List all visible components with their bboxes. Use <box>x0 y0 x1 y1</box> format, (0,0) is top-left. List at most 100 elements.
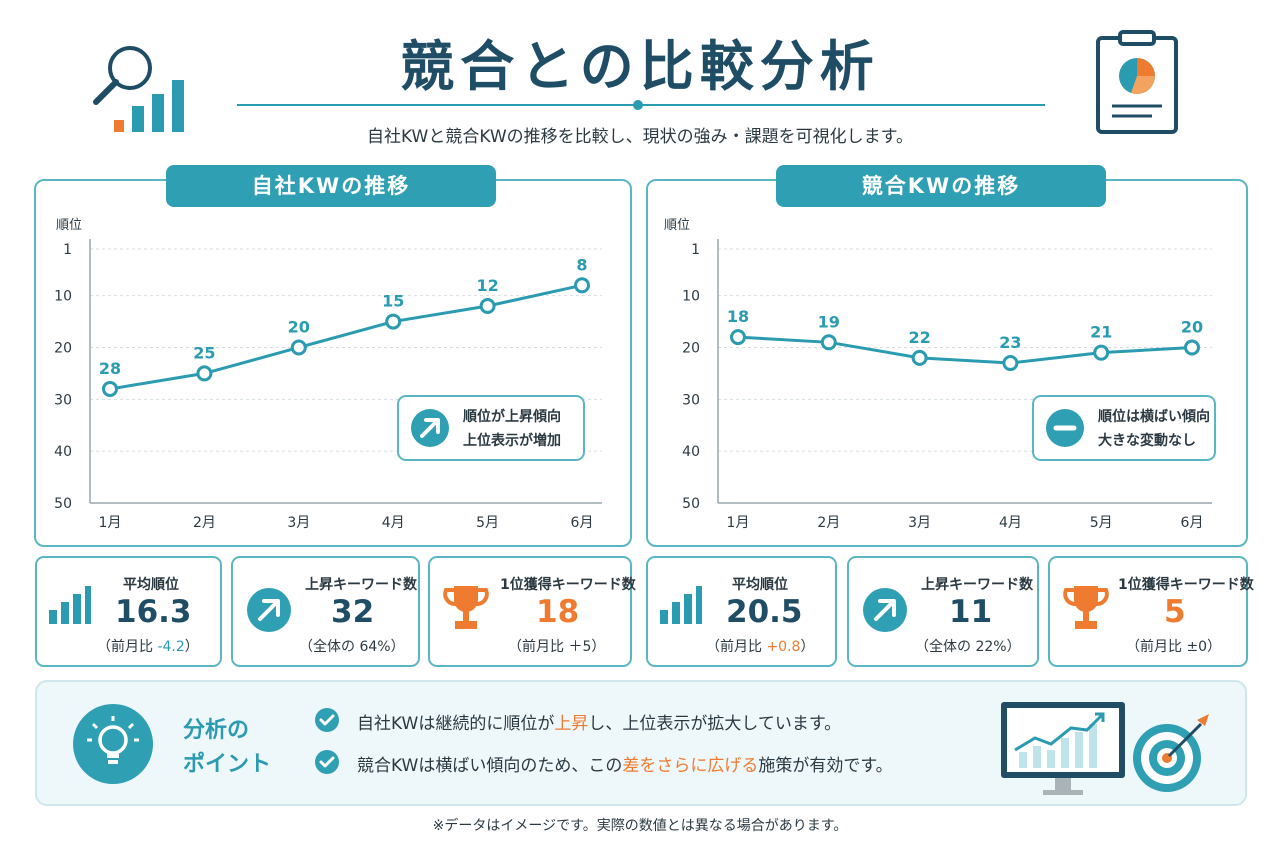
competitor-data-point <box>911 349 928 366</box>
own-kw-chart-title: 自社KWの推移 <box>166 165 496 207</box>
own-y-tick-label: 20 <box>54 340 72 356</box>
footnote: ※データはイメージです。実際の数値とは異なる場合があります。 <box>432 818 848 834</box>
competitor-rising-kw-value: 11 <box>949 594 993 630</box>
own-data-label: 8 <box>576 255 587 274</box>
competitor-kw-trend-note-line1: 順位は横ばい傾向 <box>1098 409 1210 425</box>
own-avg-rank-change: （前月比 -4.2） <box>97 639 199 655</box>
competitor-data-label: 19 <box>818 312 840 331</box>
own-first-place-kw-value: 18 <box>536 594 580 630</box>
page-subtitle: 自社KWと競合KWの推移を比較し、現状の強み・課題を可視化します。 <box>366 127 913 147</box>
own-data-point <box>385 313 402 330</box>
own-data-point <box>574 277 590 294</box>
competitor-y-tick-label: 50 <box>682 496 700 512</box>
own-data-point <box>479 298 496 315</box>
trophy-icon <box>443 586 489 629</box>
competitor-x-tick-label: 6月 <box>1181 515 1204 531</box>
own-x-tick-label: 4月 <box>382 515 405 531</box>
competitor-data-label: 22 <box>908 328 930 347</box>
analysis-points-panel: 分析の ポイント 自社KWは継続的に順位が上昇し、上位表示が拡大しています。 競… <box>35 680 1247 806</box>
arrow-up-right-icon <box>863 588 907 632</box>
competitor-first-place-kw-change: （前月比 ±0） <box>1126 639 1222 655</box>
competitor-avg-rank-change: （前月比 +0.8） <box>706 639 815 655</box>
own-kw-trend-note-line2: 上位表示が増加 <box>463 433 561 449</box>
own-first-place-kw-change: （前月比 ＋5） <box>508 639 606 655</box>
analysis-heading-line1: 分析の <box>183 718 250 743</box>
own-avg-rank-label: 平均順位 <box>123 577 179 593</box>
competitor-series-line <box>737 335 1193 365</box>
own-data-point <box>102 380 118 397</box>
own-rising-kw-value: 32 <box>331 594 375 630</box>
own-rising-kw-share: （全体の 64%） <box>299 639 405 655</box>
competitor-y-tick-label: 40 <box>682 444 700 460</box>
own-kw-trend-note: 順位が上昇傾向 上位表示が増加 <box>397 395 585 461</box>
own-series-line <box>109 283 583 391</box>
analysis-point-2: 競合KWは横ばい傾向のため、この差をさらに広げる施策が有効です。 <box>357 756 893 776</box>
own-rising-kw-card: 上昇キーワード数 32 （全体の 64%） <box>231 556 420 667</box>
competitor-y-tick-label: 10 <box>682 289 700 305</box>
competitor-rising-kw-card: 上昇キーワード数 11 （全体の 22%） <box>847 556 1039 667</box>
own-y-tick-label: 40 <box>54 444 72 460</box>
own-data-label: 20 <box>288 317 310 336</box>
competitor-y-tick-label: 20 <box>682 340 700 356</box>
own-avg-rank-value: 16.3 <box>115 594 192 630</box>
page-title: 競合との比較分析 <box>400 35 880 98</box>
title-divider-dot <box>633 100 643 110</box>
target-icon <box>1133 714 1209 792</box>
competitor-y-tick-label: 1 <box>691 242 700 258</box>
check-circle-icon <box>315 750 339 774</box>
competitor-data-label: 18 <box>727 307 749 326</box>
clipboard-report-icon <box>1094 30 1180 136</box>
own-rising-kw-label: 上昇キーワード数 <box>305 577 417 593</box>
own-y-tick-label: 50 <box>54 496 72 512</box>
minus-circle-icon <box>1046 409 1084 447</box>
own-data-point <box>196 365 213 382</box>
competitor-kw-trend-note: 順位は横ばい傾向 大きな変動なし <box>1032 395 1216 461</box>
own-avg-rank-card: 平均順位 16.3 （前月比 -4.2） <box>35 556 222 667</box>
competitor-data-point <box>1002 355 1019 372</box>
competitor-data-label: 20 <box>1181 317 1203 336</box>
competitor-data-point <box>730 329 746 346</box>
competitor-x-tick-label: 5月 <box>1090 515 1113 531</box>
own-y-tick-label: 30 <box>54 392 72 408</box>
arrow-up-right-icon <box>411 409 449 447</box>
bar-chart-icon <box>660 586 702 624</box>
own-x-tick-label: 6月 <box>571 515 594 531</box>
check-circle-icon <box>315 708 339 732</box>
competitor-data-point <box>820 334 837 351</box>
own-data-label: 15 <box>382 292 404 311</box>
monitor-growth-chart-icon <box>1001 702 1125 795</box>
own-kw-chart-panel: 自社KWの推移 順位 1 10 20 30 40 50 1月 2月 3月 4月 5月 6月 28 25 20 1… <box>34 165 632 547</box>
competitor-kw-line-chart: 順位1 10 20 30 40 50 1月 2月 3月 4月 5月 6月 18 19 22 23 21 20 <box>664 218 1212 531</box>
competitor-x-tick-label: 1月 <box>727 515 750 531</box>
own-data-label: 12 <box>476 276 498 295</box>
own-data-label: 28 <box>99 359 121 378</box>
own-x-tick-label: 5月 <box>476 515 499 531</box>
competitor-avg-rank-card: 平均順位 20.5 （前月比 +0.8） <box>646 556 837 667</box>
competitor-avg-rank-label: 平均順位 <box>732 577 788 593</box>
competitor-rising-kw-share: （全体の 22%） <box>915 639 1021 655</box>
lightbulb-icon <box>73 704 153 784</box>
search-analytics-icon <box>90 40 190 136</box>
arrow-up-right-icon <box>247 588 291 632</box>
own-first-place-kw-card: 1位獲得キーワード数 18 （前月比 ＋5） <box>428 556 636 667</box>
competitor-data-label: 23 <box>999 333 1021 352</box>
own-y-tick-label: 10 <box>54 289 72 305</box>
own-y-axis-label: 順位 <box>56 218 82 233</box>
competitor-kw-trend-note-line2: 大きな変動なし <box>1098 433 1196 449</box>
competitor-kw-chart-title: 競合KWの推移 <box>776 165 1106 207</box>
competitor-y-axis-label: 順位 <box>664 218 690 233</box>
own-x-tick-label: 3月 <box>287 515 310 531</box>
competitor-data-point <box>1184 339 1200 356</box>
own-first-place-kw-label: 1位獲得キーワード数 <box>500 577 636 593</box>
competitor-x-tick-label: 4月 <box>999 515 1022 531</box>
own-x-tick-label: 1月 <box>99 515 122 531</box>
own-data-label: 25 <box>193 343 215 362</box>
competitor-first-place-kw-label: 1位獲得キーワード数 <box>1118 577 1254 593</box>
trophy-icon <box>1063 586 1109 629</box>
bar-chart-icon <box>49 586 91 624</box>
own-x-tick-label: 2月 <box>193 515 216 531</box>
own-kw-line-chart: 順位 1 10 20 30 40 50 1月 2月 3月 4月 5月 6月 28 25 20 15 12 8 <box>54 218 602 531</box>
own-kw-trend-note-line1: 順位が上昇傾向 <box>463 409 561 425</box>
competitor-y-tick-label: 30 <box>682 392 700 408</box>
competitor-rising-kw-label: 上昇キーワード数 <box>921 577 1033 593</box>
